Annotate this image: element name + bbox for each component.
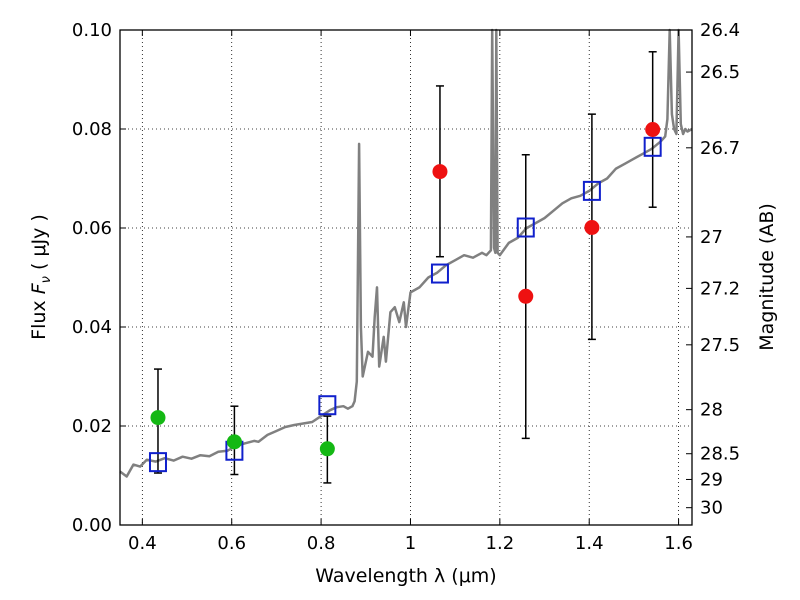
model-photometry-square <box>582 180 601 201</box>
model-spectrum-line <box>119 28 693 478</box>
right-tick-label: 27.5 <box>700 335 740 356</box>
y-tick-label: 0.10 <box>72 20 112 41</box>
model-photometry-square <box>516 217 535 238</box>
observed-flux-point <box>150 410 166 426</box>
observed-flux-point <box>645 121 661 137</box>
observed-flux-point <box>518 288 534 304</box>
x-tick-label: 0.8 <box>307 533 336 554</box>
observed-flux-point <box>584 220 600 236</box>
y-axis-title: Flux Fν ( μJy ) <box>28 214 54 340</box>
right-tick-label: 28 <box>700 400 723 421</box>
x-tick-label: 1.6 <box>664 533 693 554</box>
observed-flux-point <box>319 441 335 457</box>
x-tick-label: 1.4 <box>575 533 604 554</box>
y-tick-label: 0.04 <box>72 317 112 338</box>
x-tick-label: 1 <box>405 533 416 554</box>
plot-area <box>119 28 693 484</box>
right-tick-label: 26.5 <box>700 62 740 83</box>
y-tick-label: 0.06 <box>72 218 112 239</box>
y-tick-label: 0.00 <box>72 515 112 536</box>
right-tick-label: 30 <box>700 498 723 519</box>
axes: 0.4 0.6 0.8 1 1.2 1.4 1.6 0.00 0.02 0.04 0.06 0.08 0… <box>72 20 740 554</box>
x-tick-label: 0.4 <box>128 533 157 554</box>
x-axis-title: Wavelength λ (μm) <box>315 565 496 587</box>
plot-frame <box>119 29 693 526</box>
model-photometry-square <box>643 136 662 157</box>
y-tick-label: 0.08 <box>72 119 112 140</box>
x-tick-label: 1.2 <box>486 533 515 554</box>
x-tick-label: 0.6 <box>217 533 246 554</box>
observed-flux-point <box>432 164 448 180</box>
y-axis-title-subscript: ν <box>39 276 54 283</box>
right-tick-label: 28.5 <box>700 444 740 465</box>
right-axis-title: Magnitude (AB) <box>756 203 778 351</box>
model-photometry-square <box>318 395 337 416</box>
right-tick-label: 26.7 <box>700 138 740 159</box>
right-tick-label: 27 <box>700 227 723 248</box>
observed-flux-point <box>226 434 242 450</box>
right-tick-label: 26.4 <box>700 20 740 41</box>
y-axis-title-prefix: Flux <box>28 294 50 340</box>
model-photometry-square <box>430 263 449 284</box>
y-axis-title-symbol: F <box>28 282 50 294</box>
y-tick-label: 0.02 <box>72 416 112 437</box>
y-axis-title-suffix: ( μJy ) <box>28 214 50 276</box>
right-tick-label: 29 <box>700 469 723 490</box>
model-photometry-square <box>148 452 167 473</box>
grid-lines <box>120 29 692 526</box>
right-tick-label: 27.2 <box>700 278 740 299</box>
